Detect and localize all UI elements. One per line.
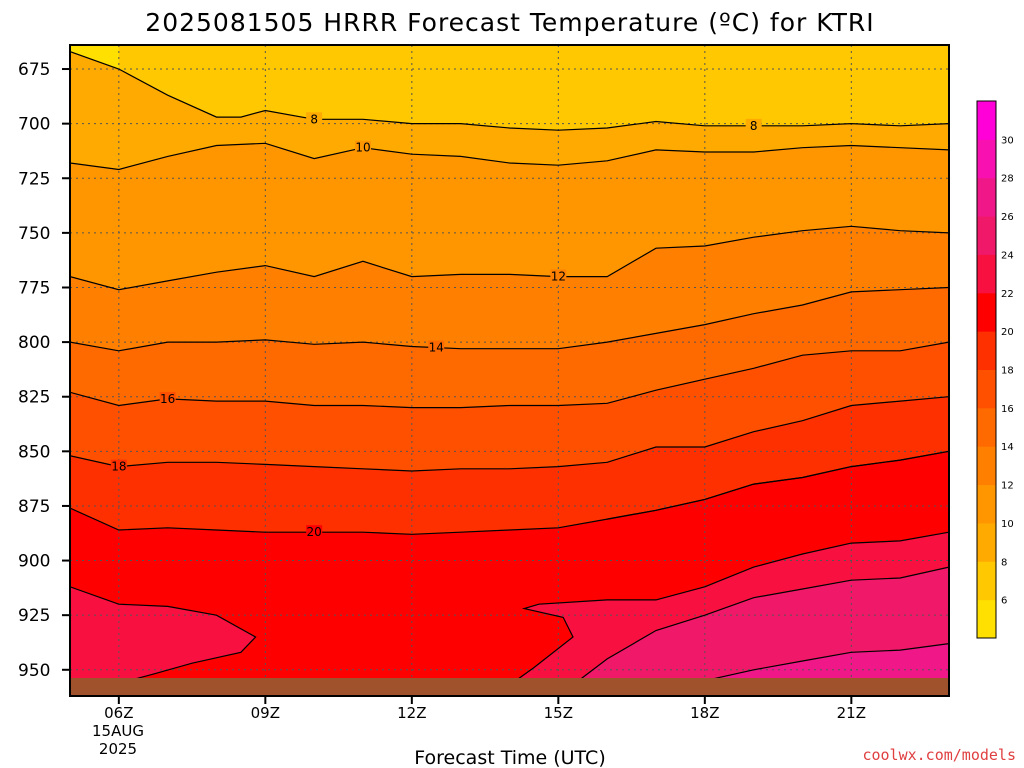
credit-link[interactable]: coolwx.com/models bbox=[862, 746, 1016, 764]
colorbar-swatch bbox=[977, 292, 996, 332]
y-tick-label: 800 bbox=[18, 333, 50, 353]
colorbar-swatch bbox=[977, 216, 996, 255]
colorbar-label: 18 bbox=[1001, 366, 1014, 377]
contour-label-bg bbox=[306, 112, 323, 126]
y-tick-label: 725 bbox=[18, 169, 50, 189]
contour-label-16: 16 bbox=[160, 392, 175, 406]
colorbar-label: 16 bbox=[1001, 404, 1014, 415]
plot-frame bbox=[69, 44, 950, 697]
contour-label-bg bbox=[428, 340, 445, 354]
grid-lines bbox=[70, 45, 949, 696]
contour-label-18: 18 bbox=[111, 460, 126, 474]
chart-title: 2025081505 HRRR Forecast Temperature (ºC… bbox=[145, 8, 874, 37]
contour-label-10: 10 bbox=[355, 141, 370, 155]
colorbar-swatch bbox=[977, 446, 996, 486]
y-tick-label: 750 bbox=[18, 224, 50, 244]
colorbar-swatch bbox=[977, 561, 996, 601]
colorbar-label: 14 bbox=[1001, 442, 1014, 453]
x-tick-label: 06Z bbox=[104, 704, 133, 722]
y-tick-label: 900 bbox=[18, 552, 50, 572]
contour-18 bbox=[70, 396, 949, 472]
plot-area: 8 8 10 12 14 16 18 20 bbox=[70, 45, 949, 700]
colorbar-swatch bbox=[977, 101, 996, 140]
contour-10 bbox=[70, 142, 949, 171]
colorbar-swatch bbox=[977, 254, 996, 294]
colorbar: 6 8 10 12 14 16 18 20 22 24 26 28 30 bbox=[976, 100, 1014, 639]
colorbar-label: 6 bbox=[1001, 596, 1007, 607]
y-tick-label: 825 bbox=[18, 388, 50, 408]
colorbar-swatch bbox=[977, 484, 996, 524]
colorbar-swatch bbox=[977, 407, 996, 447]
contour-22 bbox=[607, 450, 949, 520]
contour-24 bbox=[557, 566, 949, 696]
x-tick-label: 09Z bbox=[251, 704, 280, 722]
colorbar-label: 12 bbox=[1001, 481, 1014, 492]
colorbar-swatch bbox=[977, 369, 996, 409]
colorbar-label: 28 bbox=[1001, 174, 1014, 185]
terrain-ground bbox=[70, 678, 949, 696]
colorbar-label: 20 bbox=[1001, 327, 1014, 338]
colorbar-swatch bbox=[977, 599, 996, 639]
temperature-bands bbox=[70, 45, 949, 696]
x-tick-label: 15Z bbox=[544, 704, 573, 722]
x-date-day: 15AUG bbox=[92, 722, 144, 740]
x-date-year: 2025 bbox=[99, 740, 137, 758]
band-below-6 bbox=[70, 45, 119, 70]
contour-label-bg bbox=[306, 525, 323, 539]
colorbar-label: 26 bbox=[1001, 212, 1014, 223]
y-tick-label: 850 bbox=[18, 442, 50, 462]
colorbar-swatch bbox=[977, 522, 996, 562]
contour-label-20: 20 bbox=[307, 525, 322, 539]
x-axis-label: Forecast Time (UTC) bbox=[414, 747, 605, 768]
colorbar-swatch bbox=[977, 331, 996, 370]
colorbar-frame bbox=[976, 100, 997, 639]
contour-label-bg bbox=[745, 118, 762, 132]
contour-label-14: 14 bbox=[429, 341, 444, 355]
contour-30 bbox=[842, 698, 949, 700]
contour-label-8: 8 bbox=[750, 119, 758, 133]
x-axis: 06Z 09Z 12Z 15Z 18Z 21Z bbox=[104, 696, 866, 722]
contour-label-bg bbox=[159, 391, 176, 405]
contour-label-bg bbox=[550, 269, 567, 283]
colorbar-swatch bbox=[977, 177, 996, 217]
contour-label-bg bbox=[110, 459, 127, 473]
x-tick-label: 21Z bbox=[837, 704, 866, 722]
contour-8 bbox=[70, 51, 949, 131]
colorbar-swatch bbox=[977, 139, 996, 179]
contour-label-bg bbox=[355, 140, 371, 154]
y-tick-label: 950 bbox=[18, 661, 50, 681]
contour-16 bbox=[70, 341, 949, 409]
contour-12 bbox=[70, 225, 949, 291]
colorbar-label: 8 bbox=[1001, 557, 1007, 568]
y-axis: 675 700 725 750 775 800 825 850 875 900 925 950 bbox=[18, 60, 70, 681]
x-tick-label: 12Z bbox=[397, 704, 426, 722]
colorbar-label: 10 bbox=[1001, 519, 1014, 530]
colorbar-label: 22 bbox=[1001, 289, 1014, 300]
x-tick-label: 18Z bbox=[690, 704, 719, 722]
colorbar-label: 24 bbox=[1001, 250, 1014, 261]
y-tick-label: 675 bbox=[18, 60, 50, 80]
contour-14 bbox=[70, 286, 949, 352]
y-tick-label: 875 bbox=[18, 497, 50, 517]
contour-label-12: 12 bbox=[551, 270, 566, 284]
colorbar-label: 30 bbox=[1001, 135, 1014, 146]
y-tick-label: 925 bbox=[18, 606, 50, 626]
contour-22 bbox=[484, 531, 949, 696]
contour-label-8: 8 bbox=[310, 112, 318, 126]
y-tick-label: 775 bbox=[18, 278, 50, 298]
y-tick-label: 700 bbox=[18, 115, 50, 135]
contour-22 bbox=[70, 586, 257, 682]
